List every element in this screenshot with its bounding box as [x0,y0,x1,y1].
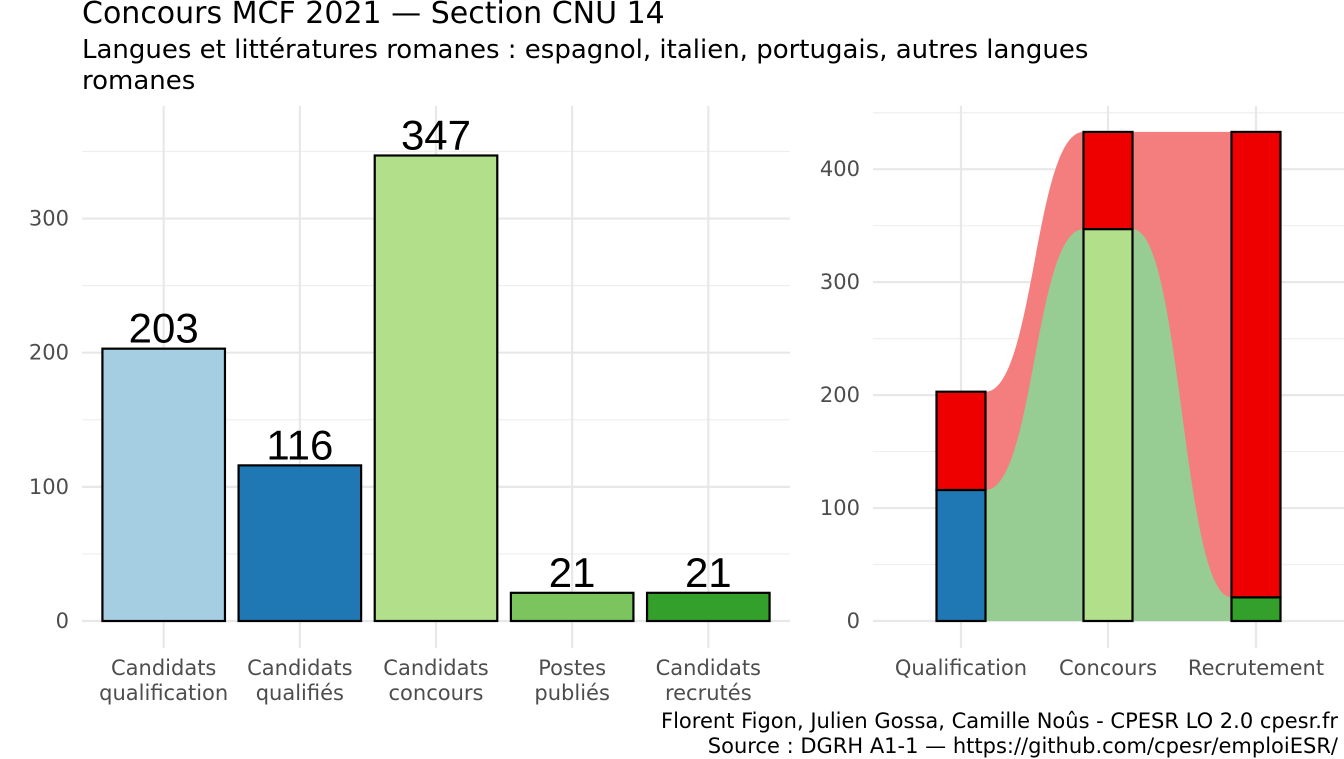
bar [101,347,227,623]
bar-value-label: 347 [401,111,471,158]
y-tick-label: 100 [820,496,860,520]
chart-subtitle: Langues et littératures romanes : espagn… [82,35,1089,96]
stacked-bar-segment [1230,596,1282,623]
x-tick-label: qualifiés [256,681,344,705]
y-tick-label: 400 [820,157,860,181]
y-tick-label: 0 [847,609,860,633]
y-tick-label: 300 [29,207,69,231]
caption-authors: Florent Figon, Julien Gossa, Camille Noû… [661,709,1338,733]
x-tick-label: Recrutement [1188,656,1324,680]
bar-value-label: 203 [129,305,199,352]
bar [509,591,635,623]
caption-source: Source : DGRH A1-1 — https://github.com/… [707,734,1338,758]
y-tick-label: 200 [820,383,860,407]
stacked-bar-segment [1082,227,1134,623]
bar [645,591,771,623]
x-tick-label: qualification [99,681,228,705]
x-tick-label: concours [389,681,484,705]
stacked-bar-segment [1230,130,1282,599]
flow-chart-panel: 0 100 200 300 400 Qualification Concours Recrut… [820,106,1344,680]
x-tick-label: Candidats [247,656,352,680]
chart-title: Concours MCF 2021 — Section CNU 14 [82,0,665,31]
x-tick-label: Concours [1059,656,1157,680]
x-tick-label: Postes [538,656,606,680]
x-tick-label: publiés [534,681,610,705]
y-tick-label: 200 [29,341,69,365]
y-tick-label: 300 [820,270,860,294]
x-tick-label: Candidats [656,656,761,680]
x-tick-label: recrutés [665,681,752,705]
y-tick-label: 0 [56,609,69,633]
bar-value-label: 21 [685,549,732,596]
bar-chart-panel: 0100200300203Candidatsqualification116Ca… [29,106,790,705]
x-tick-label: Qualification [895,656,1027,680]
bar [373,154,499,623]
stacked-bar-segment [935,390,987,492]
x-tick-label: Candidats [383,656,488,680]
bar-value-label: 21 [549,549,596,596]
stacked-bar-segment [935,488,987,623]
x-tick-label: Candidats [111,656,216,680]
bar [237,464,363,623]
bar-value-label: 116 [266,421,333,468]
stacked-bar-segment [1082,130,1134,231]
y-tick-label: 100 [29,475,69,499]
